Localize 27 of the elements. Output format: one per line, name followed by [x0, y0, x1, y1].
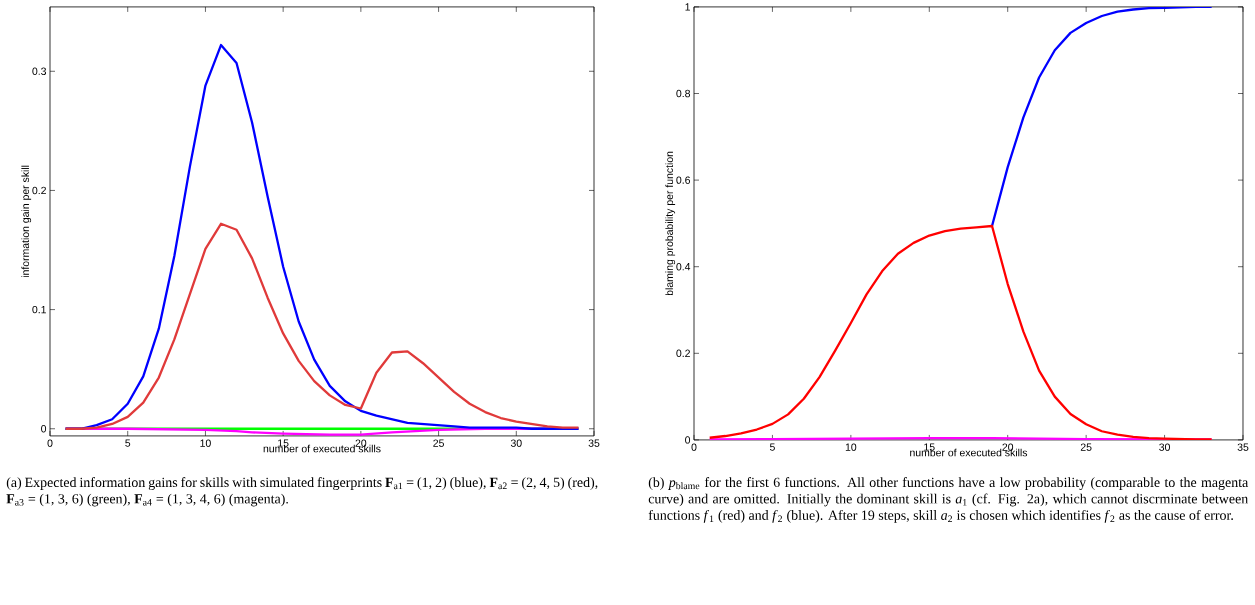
x-tick-label: 30 — [510, 439, 522, 447]
x-tick-label: 0 — [691, 443, 697, 451]
y-tick-label: 0 — [41, 425, 47, 433]
y-tick-label: 1 — [685, 3, 690, 11]
x-tick-label: 25 — [1080, 443, 1092, 451]
y-tick-label: 0.2 — [32, 186, 46, 195]
x-tick-label: 30 — [1159, 443, 1170, 451]
y-axis-title: information gain per skill — [21, 165, 32, 278]
x-tick-label: 5 — [125, 439, 131, 447]
x-tick-label: 25 — [433, 439, 444, 447]
line-series — [990, 6, 1213, 228]
y-tick-label: 0.3 — [32, 67, 47, 76]
text: (a) Expected information gains for skills with simulated fingerprints F$_{a1}$ = (1, 2) (blue), F$_{a2}$ = (2, 4, 5) (red), F$_{a3}$ = (1, 3, 6) (green), F$_{a4}$ = (1, 3, 4, 6) (magenta). — [6, 477, 598, 507]
y-tick-label: 0.6 — [676, 176, 691, 184]
x-tick-label: 15 — [924, 443, 935, 451]
y-tick-label: 0.4 — [676, 263, 691, 271]
x-tick-label: 35 — [588, 439, 600, 447]
x-tick-label: 5 — [769, 443, 775, 451]
x-tick-label: 10 — [845, 443, 857, 451]
y-tick-label: 0.8 — [676, 89, 691, 98]
y-tick-label: 0.2 — [676, 349, 690, 358]
x-tick-label: 0 — [47, 439, 53, 447]
y-axis-title: blaming probability per function — [665, 151, 676, 296]
text: (b) p$_{blame}$ for the first 6 functions. All other functions have a low probability (comparable to the magenta curve) and are omitted. Initially the dominant skill is a$_{1}$ (cf. Fig. 2a), which cannot discrminate between functions f$_{1}$ (red) and f$_{2}$ (blue). After 19 steps, skill a$_{2}$ is chosen which identifies f$_{2}$ as the cause of error. — [648, 477, 1249, 523]
x-tick-label: 35 — [1237, 443, 1249, 451]
y-tick-label: 0.1 — [32, 305, 46, 314]
x-tick-label: 10 — [200, 439, 211, 447]
